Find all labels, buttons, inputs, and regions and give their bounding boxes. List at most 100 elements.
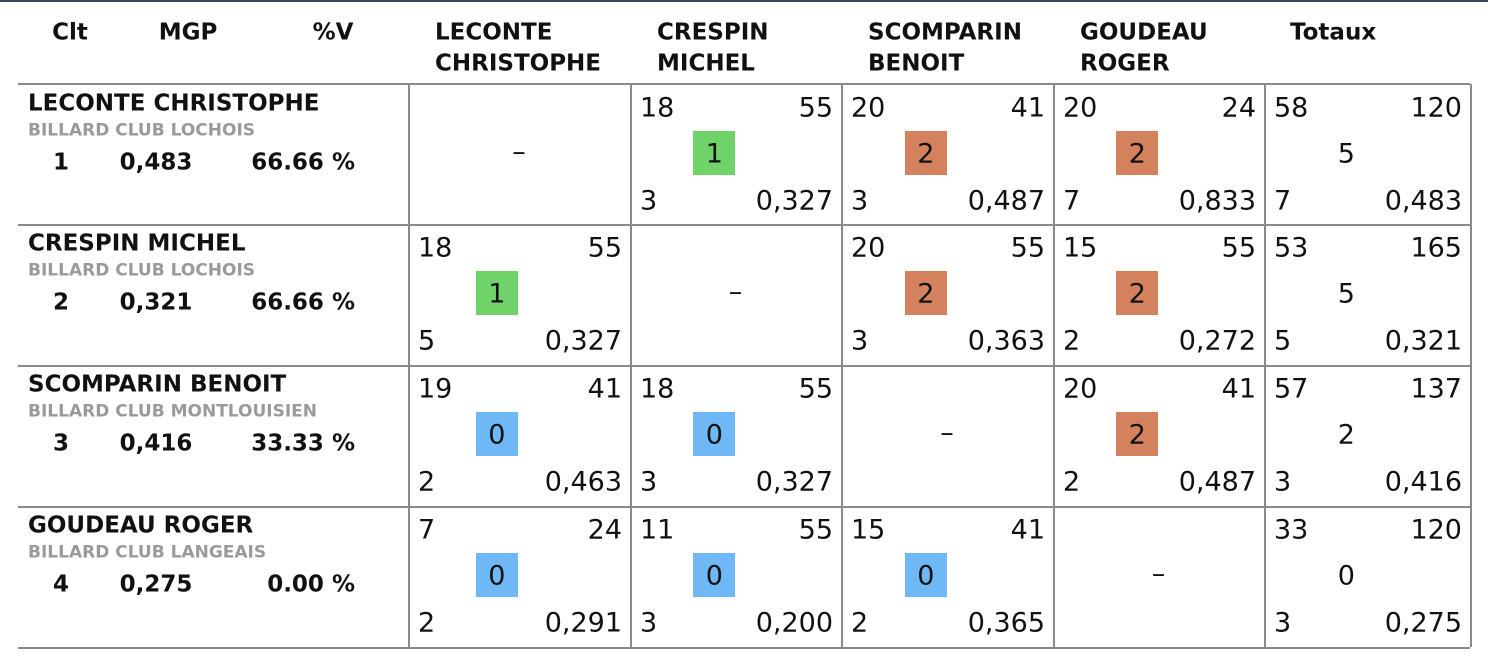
points: 58 bbox=[1274, 92, 1309, 124]
points: 18 bbox=[640, 92, 675, 124]
self-dash: – bbox=[1151, 558, 1166, 590]
club: BILLARD CLUB MONTLOUISIEN bbox=[28, 401, 318, 422]
header-rank: Clt bbox=[52, 19, 88, 46]
result: 2 bbox=[1128, 278, 1146, 310]
distance: 24 bbox=[1221, 92, 1256, 124]
pct: 33.33 % bbox=[251, 430, 355, 457]
innings: 5 bbox=[418, 325, 436, 357]
points: 33 bbox=[1274, 514, 1309, 546]
points: 7 bbox=[418, 514, 436, 546]
average: 0,487 bbox=[967, 185, 1045, 217]
rank: 1 bbox=[52, 149, 70, 176]
innings: 3 bbox=[851, 185, 869, 217]
result: 1 bbox=[705, 138, 723, 170]
result-box bbox=[693, 131, 736, 175]
distance: 41 bbox=[1010, 92, 1045, 124]
self-dash: – bbox=[728, 276, 743, 308]
result-box bbox=[475, 553, 518, 597]
self-dash: – bbox=[940, 417, 954, 449]
innings: 7 bbox=[1274, 185, 1292, 217]
points: 15 bbox=[1063, 232, 1098, 264]
innings: 7 bbox=[1063, 185, 1081, 217]
innings: 2 bbox=[418, 607, 436, 639]
result: 5 bbox=[1337, 278, 1355, 310]
distance: 120 bbox=[1410, 92, 1462, 124]
points: 19 bbox=[418, 373, 453, 405]
innings: 3 bbox=[640, 185, 658, 217]
result-box bbox=[904, 553, 947, 597]
average: 0,365 bbox=[967, 607, 1045, 639]
rank: 3 bbox=[52, 430, 70, 457]
header-player: LECONTE bbox=[435, 19, 553, 46]
rank: 4 bbox=[52, 571, 70, 598]
innings: 3 bbox=[851, 325, 869, 357]
average: 0,363 bbox=[967, 325, 1045, 357]
bottom-rule bbox=[18, 647, 1470, 649]
result: 0 bbox=[705, 419, 723, 451]
pct: 66.66 % bbox=[251, 289, 355, 316]
result-box bbox=[693, 553, 736, 597]
distance: 24 bbox=[587, 514, 622, 546]
header-totals: Totaux bbox=[1290, 19, 1377, 46]
distance: 41 bbox=[1010, 514, 1045, 546]
col-rule bbox=[1264, 84, 1266, 647]
innings: 2 bbox=[418, 466, 436, 498]
innings: 5 bbox=[1274, 325, 1292, 357]
result: 2 bbox=[1128, 419, 1146, 451]
average: 0,272 bbox=[1178, 325, 1256, 357]
club: BILLARD CLUB LOCHOIS bbox=[28, 120, 256, 141]
rank: 2 bbox=[52, 289, 70, 316]
header-pct: %V bbox=[312, 19, 354, 46]
mgp: 0,321 bbox=[119, 289, 193, 316]
distance: 55 bbox=[587, 232, 622, 264]
col-rule bbox=[841, 84, 843, 647]
header-player: MICHEL bbox=[657, 50, 755, 77]
average: 0,327 bbox=[755, 185, 833, 217]
distance: 55 bbox=[1010, 232, 1045, 264]
distance: 41 bbox=[587, 373, 622, 405]
average: 0,463 bbox=[544, 466, 622, 498]
result: 0 bbox=[1337, 560, 1355, 592]
points: 20 bbox=[1063, 373, 1098, 405]
result-box bbox=[904, 131, 947, 175]
result-box bbox=[904, 271, 947, 315]
result-box bbox=[1116, 271, 1159, 315]
mgp: 0,416 bbox=[119, 430, 193, 457]
average: 0,321 bbox=[1384, 325, 1462, 357]
result: 2 bbox=[1128, 138, 1146, 170]
average: 0,833 bbox=[1178, 185, 1256, 217]
club: BILLARD CLUB LANGEAIS bbox=[28, 542, 267, 563]
points: 20 bbox=[851, 92, 886, 124]
result-box bbox=[1116, 412, 1159, 456]
points: 57 bbox=[1274, 373, 1309, 405]
club: BILLARD CLUB LOCHOIS bbox=[28, 260, 256, 281]
header-player: BENOIT bbox=[868, 50, 965, 77]
col-rule bbox=[1470, 84, 1472, 647]
innings: 3 bbox=[1274, 607, 1292, 639]
row-rule bbox=[18, 224, 1470, 226]
distance: 55 bbox=[798, 514, 833, 546]
average: 0,275 bbox=[1384, 607, 1462, 639]
result: 0 bbox=[488, 419, 506, 451]
header-mgp: MGP bbox=[158, 19, 218, 46]
col-rule bbox=[630, 84, 632, 647]
average: 0,327 bbox=[544, 325, 622, 357]
points: 18 bbox=[418, 232, 453, 264]
row-rule bbox=[18, 365, 1470, 367]
average: 0,483 bbox=[1384, 185, 1462, 217]
result: 1 bbox=[488, 278, 506, 310]
pct: 66.66 % bbox=[251, 149, 355, 176]
result: 0 bbox=[488, 560, 506, 592]
result-box bbox=[693, 412, 736, 456]
result: 2 bbox=[917, 138, 935, 170]
distance: 55 bbox=[798, 373, 833, 405]
top-border bbox=[0, 0, 1488, 2]
distance: 55 bbox=[1221, 232, 1256, 264]
innings: 2 bbox=[1063, 325, 1081, 357]
player-name: CRESPIN MICHEL bbox=[28, 230, 246, 257]
points: 15 bbox=[851, 514, 886, 546]
result-box bbox=[475, 412, 518, 456]
points: 18 bbox=[640, 373, 675, 405]
mgp: 0,483 bbox=[119, 149, 193, 176]
result-box bbox=[1116, 131, 1159, 175]
